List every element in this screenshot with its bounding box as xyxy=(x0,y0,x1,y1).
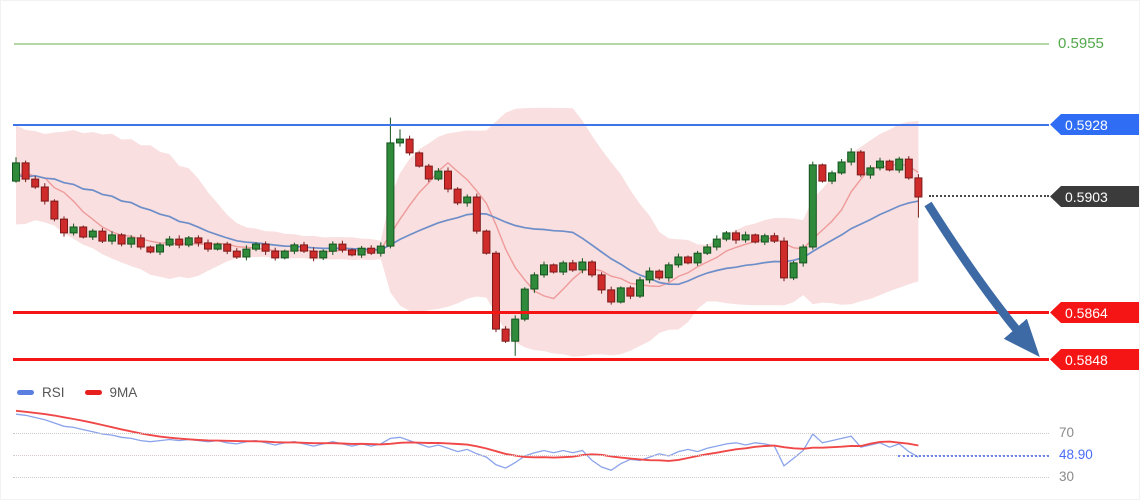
rsi-gridline-50 xyxy=(13,455,1049,456)
legend-item-rsi[interactable]: RSI xyxy=(17,385,65,400)
indicator-legend: RSI 9MA xyxy=(17,385,137,400)
price-badge-support-2-label: 0.5848 xyxy=(1065,351,1108,368)
resistance-line-blue xyxy=(13,124,1049,126)
legend-label-9ma: 9MA xyxy=(109,385,138,400)
rsi-axis-label-current: 48.90 xyxy=(1059,447,1093,462)
rsi-gridline-30 xyxy=(13,477,1049,478)
price-badge-resistance: 0.5928 xyxy=(1050,114,1139,135)
rsi-axis-label-70: 70 xyxy=(1059,425,1075,440)
support-line-2 xyxy=(13,358,1049,361)
9ma-swatch-icon xyxy=(84,390,102,395)
price-badge-current: 0.5903 xyxy=(1050,186,1139,207)
price-badge-resistance-label: 0.5928 xyxy=(1065,116,1108,133)
price-badge-support-1: 0.5864 xyxy=(1050,302,1139,323)
price-badge-current-label: 0.5903 xyxy=(1065,188,1108,205)
price-badge-support-1-label: 0.5864 xyxy=(1065,304,1108,321)
support-line-1 xyxy=(13,311,1049,314)
rsi-current-value-line xyxy=(898,455,1049,457)
current-price-leader-line xyxy=(929,195,1049,197)
legend-item-9ma[interactable]: 9MA xyxy=(84,385,138,400)
resistance-line-upper xyxy=(14,43,1049,45)
rsi-gridline-70 xyxy=(13,433,1049,434)
resistance-label-upper: 0.5955 xyxy=(1058,35,1104,52)
price-badge-support-2: 0.5848 xyxy=(1050,349,1139,370)
rsi-axis-label-30: 30 xyxy=(1059,469,1075,484)
legend-label-rsi: RSI xyxy=(42,385,65,400)
rsi-swatch-icon xyxy=(17,390,34,395)
